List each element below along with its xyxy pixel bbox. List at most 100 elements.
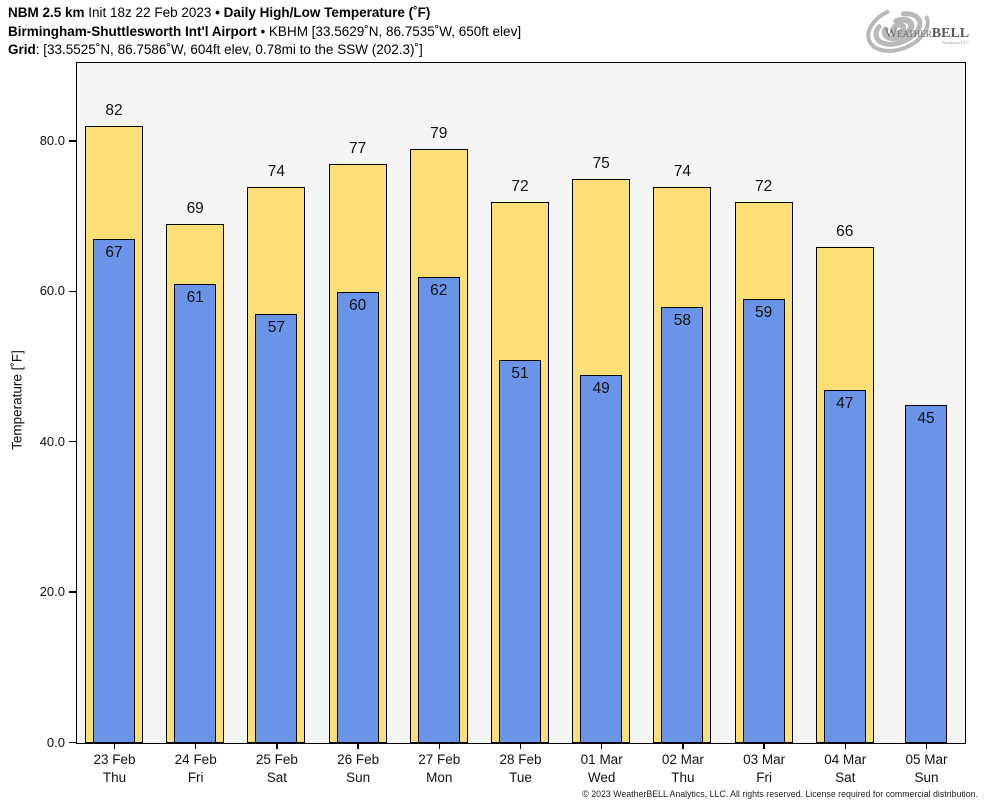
header-text-segment: • Daily High/Low Temperature (˚F) [215,5,431,20]
x-tick-label-day: Sat [835,770,856,785]
x-tick-label-day: Sun [914,770,939,785]
low-bar [174,284,217,743]
x-tick-label-day: Thu [102,770,127,785]
x-tick [600,743,603,749]
weatherbell-logo: WEATHERBELL Analytics LLC [866,5,969,53]
x-tick-label-date: 03 Mar [743,752,786,767]
x-tick [925,743,928,749]
header-text-segment: • KBHM [33.5629˚N, 86.7535˚W, 650ft elev… [256,23,522,39]
header-line-2: Birmingham-Shuttlesworth Int'l Airport •… [8,23,521,42]
low-value-label: 58 [673,311,692,329]
x-tick-label: 01 Mar Wed [561,751,643,787]
low-value-label: 51 [511,364,529,382]
low-value-label: 57 [267,319,286,337]
high-value-label: 74 [673,162,692,180]
x-tick-label: 25 Feb Sat [236,751,318,787]
x-tick-label-day: Thu [671,770,695,785]
high-value-label: 79 [430,124,448,142]
y-tick [69,140,76,142]
x-tick-label: 24 Feb Fri [155,751,237,787]
x-tick-label-day: Wed [587,770,616,785]
x-tick-label-date: 23 Feb [93,752,136,767]
x-tick [276,743,278,749]
header-line-3: Grid: [33.5525˚N, 86.7586˚W, 604ft elev,… [8,41,521,60]
x-tick [438,743,441,749]
x-tick-label: 26 Feb Sun [317,751,399,787]
low-bar [417,276,460,743]
x-tick [194,743,197,749]
low-bar [742,299,785,743]
x-tick-label-date: 01 Mar [580,752,623,767]
x-tick [844,743,847,749]
low-value-label: 67 [105,244,123,262]
y-tick [69,741,76,744]
y-tick [69,440,76,443]
x-tick-label-date: 04 Mar [824,752,867,767]
y-tick-label: 40.0 [39,433,65,449]
header-line-1: NBM 2.5 km Init 18z 22 Feb 2023 • Daily … [8,4,521,23]
high-value-label: 77 [348,140,367,158]
low-bar [823,389,866,743]
x-tick-label-day: Mon [426,770,453,785]
weatherbell-swirl-icon [866,5,930,53]
x-tick-label-day: Fri [756,770,772,785]
x-tick-label-date: 28 Feb [499,752,542,767]
low-value-label: 47 [836,394,854,412]
y-tick [69,290,76,293]
x-tick-label-day: Tue [509,770,532,785]
x-tick-label-date: 02 Mar [661,752,704,767]
x-tick [682,743,684,749]
x-tick-label-day: Sun [346,770,371,785]
low-bar [93,239,135,743]
low-value-label: 59 [754,304,773,322]
x-tick-label-day: Sat [266,770,288,785]
logo-subtext: Analytics LLC [942,40,969,45]
high-value-label: 72 [754,177,773,195]
low-value-label: 49 [592,379,610,397]
low-bar [499,359,541,743]
low-value-label: 45 [917,409,935,427]
high-value-label: 72 [511,177,529,195]
y-tick-label: 60.0 [39,283,65,299]
plot-area: 82 67 69 61 74 57 77 60 79 62 72 51 75 49 74 58 72 59 66 47… [76,62,966,744]
x-tick-label-date: 25 Feb [255,752,298,767]
low-bar [255,314,298,743]
x-tick-label: 02 Mar Thu [642,751,724,787]
y-tick [69,591,76,593]
y-tick-label: 80.0 [39,132,65,148]
low-bar [580,374,623,743]
x-tick-label: 27 Feb Mon [398,751,480,787]
x-tick [519,743,522,749]
copyright-note: © 2023 WeatherBELL Analytics, LLC. All r… [582,789,978,799]
low-value-label: 60 [348,296,367,314]
header-text-segment: NBM 2.5 km [8,5,85,20]
header-text-segment: Grid [8,42,36,57]
x-tick-label: 23 Feb Thu [74,751,156,787]
y-tick-label: 0.0 [46,734,65,750]
y-tick-label: 20.0 [39,584,65,600]
high-value-label: 74 [267,162,286,180]
x-tick-label-date: 27 Feb [418,752,461,767]
logo-text: WEATHERBELL [885,25,969,41]
x-tick [113,743,116,749]
low-bar [905,404,947,743]
header-text-segment: Birmingham-Shuttlesworth Int'l Airport [8,23,257,39]
low-value-label: 61 [186,289,204,307]
high-value-label: 82 [105,102,123,120]
x-tick [357,743,359,749]
high-value-label: 66 [836,222,854,240]
x-tick-label: 05 Mar Sun [886,751,968,787]
low-value-label: 62 [430,281,448,299]
low-bar [661,306,704,743]
low-bar [336,291,379,743]
x-tick-label-date: 26 Feb [337,752,380,767]
high-value-label: 69 [186,200,204,218]
x-tick-label: 04 Mar Sat [804,751,886,787]
high-value-label: 75 [592,155,610,173]
chart-header: NBM 2.5 km Init 18z 22 Feb 2023 • Daily … [8,4,521,60]
header-text-segment: Init 18z 22 Feb 2023 [84,5,216,20]
x-tick-label: 03 Mar Fri [723,751,805,787]
x-tick-label-date: 24 Feb [174,752,217,767]
x-tick-label-day: Fri [187,770,204,785]
x-tick-label-date: 05 Mar [905,752,948,767]
